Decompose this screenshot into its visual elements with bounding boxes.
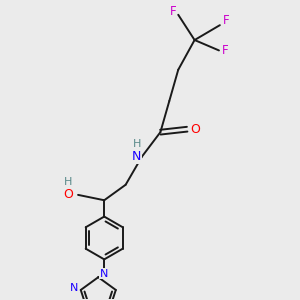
Text: N: N: [99, 268, 108, 279]
Text: F: F: [223, 14, 230, 27]
Text: N: N: [70, 284, 78, 293]
Text: N: N: [132, 150, 141, 163]
Text: O: O: [190, 123, 200, 136]
Text: H: H: [64, 177, 73, 188]
Text: H: H: [133, 139, 141, 149]
Text: O: O: [63, 188, 73, 201]
Text: F: F: [169, 5, 176, 18]
Text: F: F: [222, 44, 229, 57]
